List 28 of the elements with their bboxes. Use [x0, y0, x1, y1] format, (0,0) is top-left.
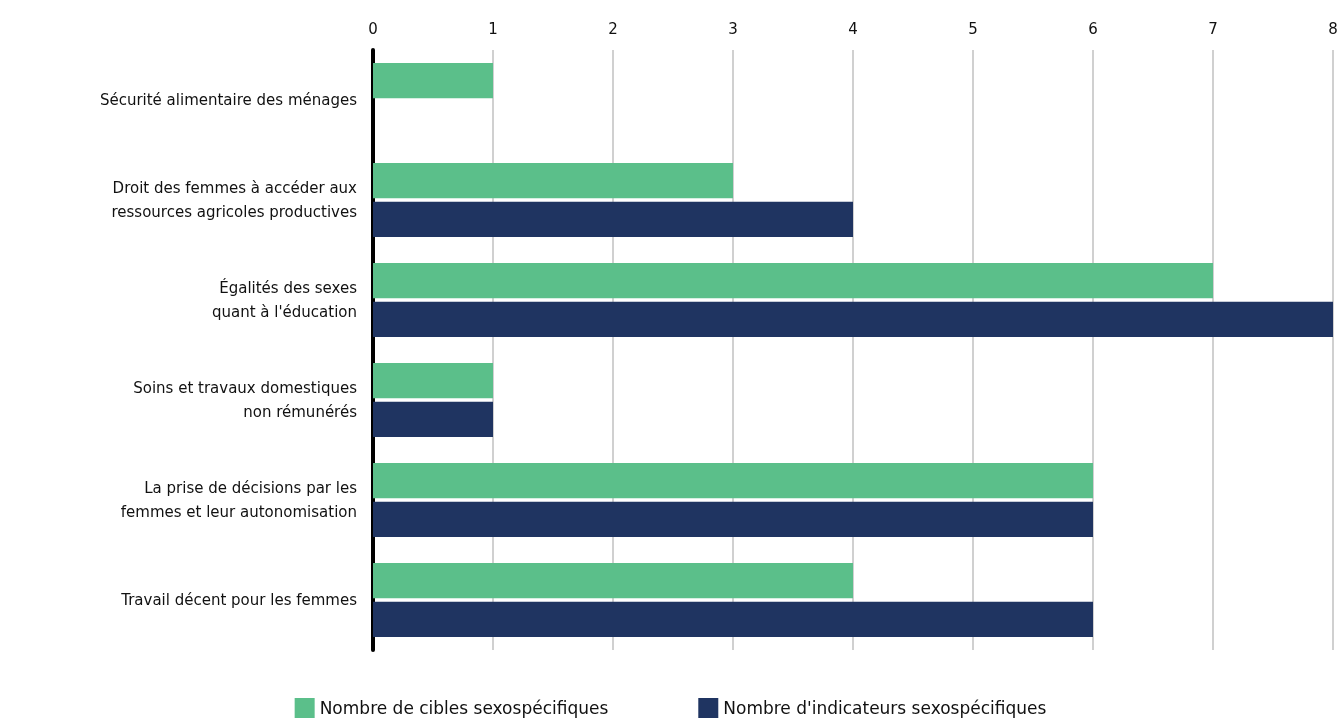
- bar: [373, 263, 1213, 299]
- x-tick-label: 8: [1328, 19, 1338, 38]
- bar: [373, 63, 493, 99]
- legend-label: Nombre de cibles sexospécifiques: [319, 698, 609, 718]
- legend-label: Nombre d'indicateurs sexospécifiques: [723, 698, 1047, 718]
- y-tick-label: La prise de décisions par les femmes et leur autonomisation: [120, 479, 358, 521]
- x-tick-label: 3: [728, 19, 738, 38]
- bar: [373, 563, 853, 599]
- y-tick-label: Droit des femmes à accéder aux ressources agricoles productives: [111, 179, 358, 221]
- bar: [373, 163, 733, 199]
- x-tick-label: 0: [368, 19, 378, 38]
- x-tick-label: 6: [1088, 19, 1098, 38]
- x-tick-label: 4: [848, 19, 858, 38]
- y-tick-label: Soins et travaux domestiques non rémunérés: [133, 379, 358, 421]
- bar: [373, 401, 493, 437]
- x-tick-label: 7: [1208, 19, 1218, 38]
- x-tick-label: 5: [968, 19, 978, 38]
- x-tick-label: 2: [608, 19, 618, 38]
- y-tick-label: Égalités des sexes quant à l'éducation: [211, 278, 358, 321]
- y-tick-label: Sécurité alimentaire des ménages: [99, 91, 358, 109]
- bar: [373, 601, 1093, 637]
- bar: [373, 463, 1093, 499]
- y-tick-label: Travail décent pour les femmes: [120, 591, 358, 609]
- bar: [373, 301, 1333, 337]
- bar: [373, 363, 493, 399]
- x-tick-label: 1: [488, 19, 498, 38]
- bar: [373, 201, 853, 237]
- bar: [373, 501, 1093, 537]
